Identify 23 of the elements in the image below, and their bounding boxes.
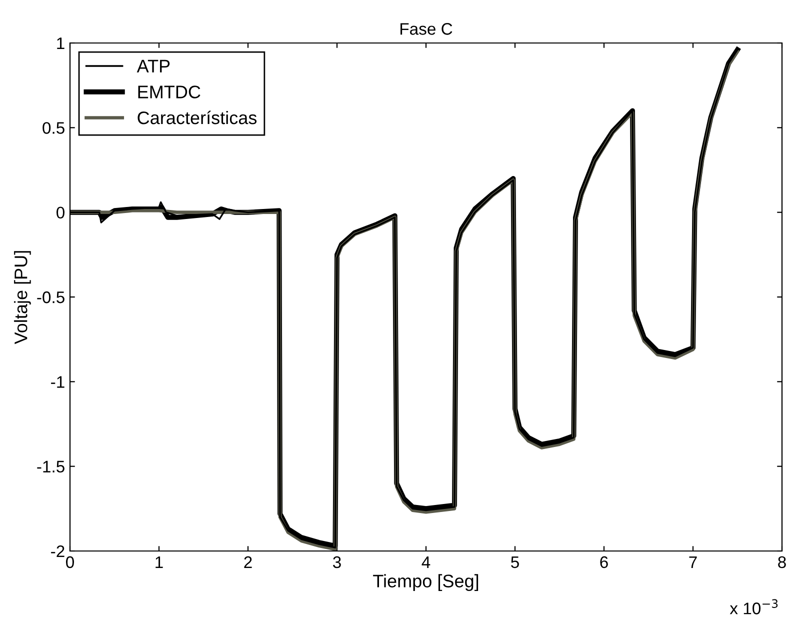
x-tick-label: 8 [778,556,786,568]
y-tick-label: -2 [51,545,64,558]
chart-title: Fase C [400,23,452,35]
x-tick-label: 1 [156,556,163,568]
y-tick-label: -1 [51,376,64,388]
y-axis-title: Voltaje [PU] [14,251,31,344]
x-tick-label: 0 [66,556,74,568]
y-tick-label: 1 [57,38,64,50]
legend-label: ATP [136,60,170,72]
y-tick-label: -0.5 [37,291,64,304]
x-tick-label: 3 [333,556,341,568]
y-tick-label: 0.5 [42,122,64,134]
text: x 10$^{−3}$ [730,599,778,614]
x-tick-label: 2 [244,556,252,568]
x-tick-label: 5 [511,556,519,568]
x-tick-label: 4 [422,556,430,568]
y-tick-label: 0 [56,206,64,219]
y-tick-label: -1.5 [37,460,64,473]
x-tick-label: 6 [600,556,608,568]
x-axis-title: Tiempo [Seg] [373,574,478,592]
legend-label: Características [138,110,257,124]
legend-label: EMTDC [138,86,200,98]
x-tick-label: 7 [689,556,697,568]
